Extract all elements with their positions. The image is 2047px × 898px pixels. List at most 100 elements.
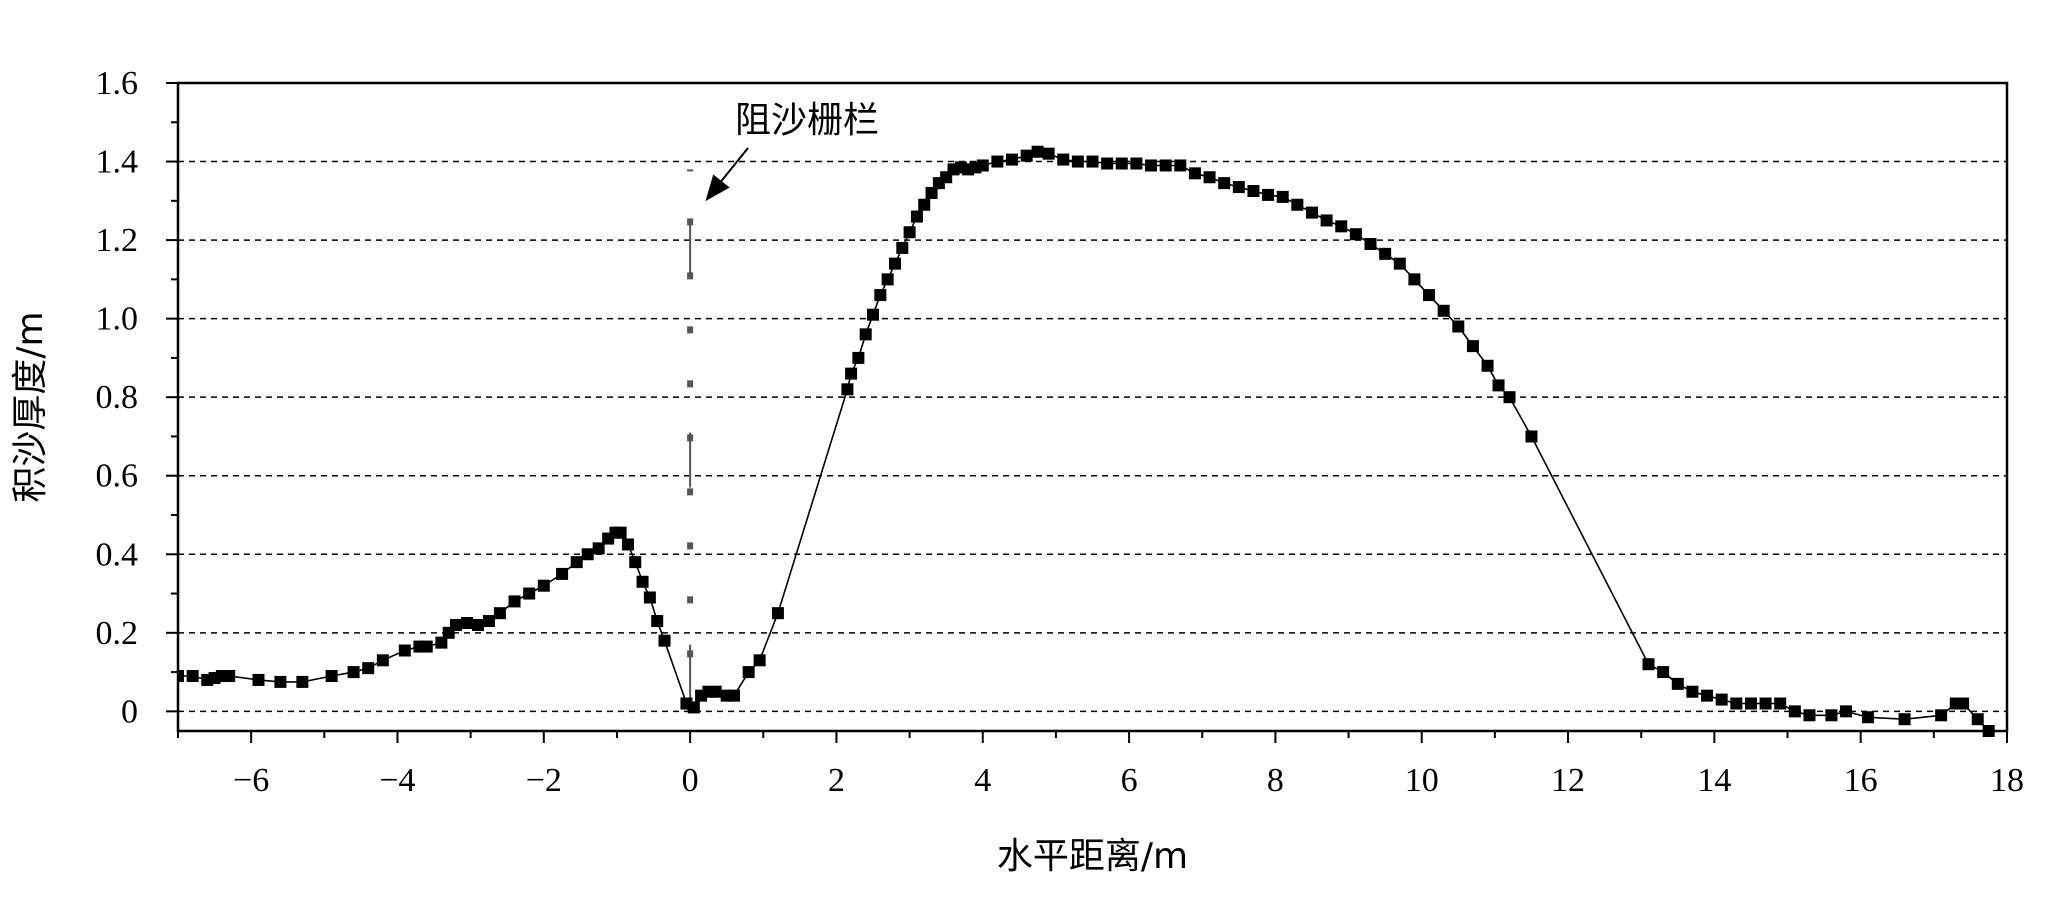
- data-point: [1057, 153, 1070, 166]
- data-point: [910, 210, 923, 223]
- data-point: [629, 556, 642, 569]
- data-point: [1437, 304, 1450, 317]
- data-point: [742, 666, 755, 679]
- data-point: [687, 701, 700, 714]
- data-point: [1715, 693, 1728, 706]
- data-point: [1525, 430, 1538, 443]
- data-point: [918, 198, 931, 211]
- data-point: [1006, 153, 1019, 166]
- data-point: [1657, 666, 1670, 679]
- y-tick-label: 0: [121, 693, 138, 730]
- annotation: 阻沙栅栏: [705, 100, 879, 202]
- x-tick-label: 18: [1990, 762, 2024, 799]
- data-point: [252, 673, 265, 686]
- data-point: [852, 351, 865, 364]
- data-point: [325, 670, 338, 683]
- x-tick-label: −2: [526, 762, 562, 799]
- data-point: [482, 615, 495, 628]
- data-point: [1203, 171, 1216, 184]
- data-point: [274, 675, 287, 688]
- data-point: [651, 615, 664, 628]
- data-point: [1335, 220, 1348, 233]
- data-point: [1803, 709, 1816, 722]
- data-point: [1174, 159, 1187, 172]
- data-point: [1232, 181, 1245, 194]
- data-point: [347, 666, 360, 679]
- data-point: [1730, 697, 1743, 710]
- data-point: [888, 257, 901, 270]
- data-point: [537, 579, 550, 592]
- data-point: [1481, 359, 1494, 372]
- data-point: [178, 670, 184, 683]
- data-point: [1364, 238, 1377, 251]
- data-point: [556, 567, 569, 580]
- data-point: [1159, 159, 1172, 172]
- data-point: [1642, 658, 1655, 671]
- data-point: [1130, 157, 1143, 170]
- data-point: [1788, 705, 1801, 718]
- data-point: [1452, 320, 1465, 333]
- data-point: [1320, 214, 1333, 227]
- annotation-arrow: [705, 147, 749, 202]
- data-point: [621, 538, 634, 551]
- plot-frame: [176, 81, 2009, 733]
- data-point: [1393, 257, 1406, 270]
- data-point: [398, 644, 411, 657]
- x-axis-title: 水平距离/m: [997, 836, 1188, 877]
- data-point: [1291, 198, 1304, 211]
- data-point: [1744, 697, 1757, 710]
- data-point: [841, 383, 854, 396]
- y-tick-label: 1.4: [96, 144, 139, 181]
- data-point: [1861, 711, 1874, 724]
- data-point: [1466, 340, 1479, 353]
- data-point: [1492, 379, 1505, 392]
- data-point: [976, 159, 989, 172]
- data-point: [1686, 685, 1699, 698]
- x-tick-label: 14: [1697, 762, 1731, 799]
- data-point: [881, 273, 894, 286]
- data-point: [223, 670, 236, 683]
- y-axis-title: 积沙厚度/m: [10, 311, 51, 502]
- data-point: [1898, 713, 1911, 726]
- x-tick-label: 8: [1267, 762, 1284, 799]
- y-tick-label: 1.2: [96, 222, 139, 259]
- data-point: [728, 689, 741, 702]
- data-point: [570, 556, 583, 569]
- data-point: [896, 241, 909, 254]
- data-point: [636, 575, 649, 588]
- data-point: [753, 654, 766, 667]
- data-point: [1276, 190, 1289, 203]
- data-point: [508, 595, 521, 608]
- x-tick-label: 4: [974, 762, 991, 799]
- data-point: [1671, 677, 1684, 690]
- data-point: [1759, 697, 1772, 710]
- data-point: [1840, 705, 1853, 718]
- data-point: [1701, 689, 1714, 702]
- y-tick-label: 1.0: [96, 301, 139, 338]
- series-line: [178, 150, 1990, 732]
- data-point: [362, 662, 375, 675]
- data-point: [771, 607, 784, 620]
- data-point: [925, 186, 938, 199]
- data-point: [1086, 155, 1099, 168]
- data-point: [709, 685, 722, 698]
- data-point: [523, 587, 536, 600]
- x-tick-label: −4: [379, 762, 415, 799]
- axis-ticks: −6 −4 −2 0 2 4 6 8 10 12 14 16 18 0 0.2 0.4 0.6 0.8 1.0 1.2…: [96, 65, 2025, 799]
- x-tick-label: 6: [1121, 762, 1138, 799]
- data-point: [867, 308, 880, 321]
- data-point: [1071, 155, 1084, 168]
- data-point: [903, 226, 916, 239]
- data-point: [1379, 247, 1392, 260]
- y-tick-label: 0.8: [96, 379, 139, 416]
- data-point: [1101, 157, 1114, 170]
- x-tick-label: 16: [1844, 762, 1878, 799]
- data-point: [1935, 709, 1948, 722]
- data-point: [614, 526, 627, 539]
- series-group: [178, 145, 1995, 737]
- x-tick-label: −6: [233, 762, 269, 799]
- data-point: [450, 618, 463, 631]
- data-point: [1774, 697, 1787, 710]
- x-tick-label: 2: [828, 762, 845, 799]
- data-point: [1503, 391, 1516, 404]
